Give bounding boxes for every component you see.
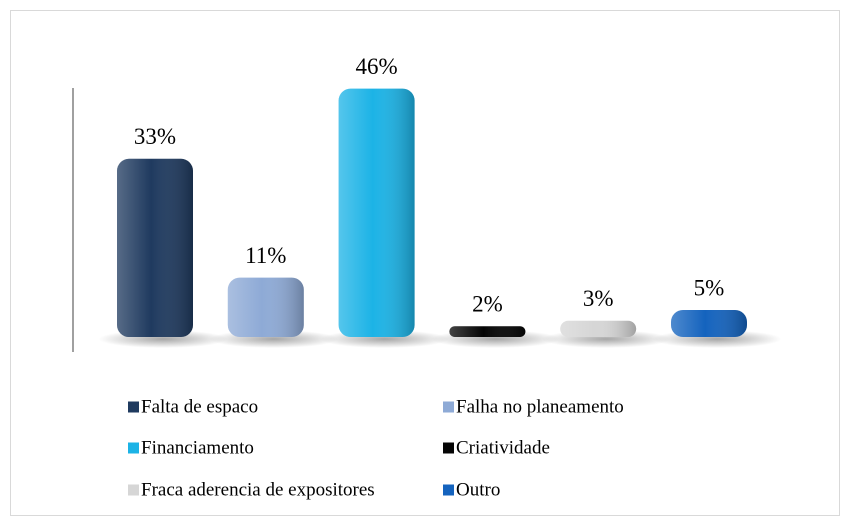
legend-swatch — [128, 401, 139, 413]
legend-swatch — [443, 442, 454, 454]
legend-swatch — [443, 484, 454, 496]
legend-label: Fraca aderencia de expositores — [141, 479, 375, 500]
value-label: 3% — [583, 286, 614, 311]
legend-swatch — [128, 442, 139, 454]
legend-swatch — [443, 401, 454, 413]
bar-shine — [227, 277, 304, 337]
value-label: 46% — [356, 54, 398, 79]
bar-shine — [338, 88, 415, 337]
value-label: 5% — [694, 275, 725, 300]
bar-shine — [117, 158, 193, 337]
legend-label: Falta de espaco — [141, 396, 258, 417]
value-label: 2% — [472, 291, 503, 316]
legend-label: Criatividade — [456, 437, 550, 458]
value-label: 11% — [245, 243, 286, 268]
legend-label: Financiamento — [141, 437, 254, 458]
bar-shine — [449, 326, 526, 337]
legend-label: Falha no planeamento — [456, 396, 624, 417]
bar-shine — [671, 310, 747, 337]
legend-label: Outro — [456, 479, 500, 500]
legend-swatch — [128, 484, 139, 496]
value-label: 33% — [134, 124, 176, 149]
bar-shine — [560, 320, 637, 337]
